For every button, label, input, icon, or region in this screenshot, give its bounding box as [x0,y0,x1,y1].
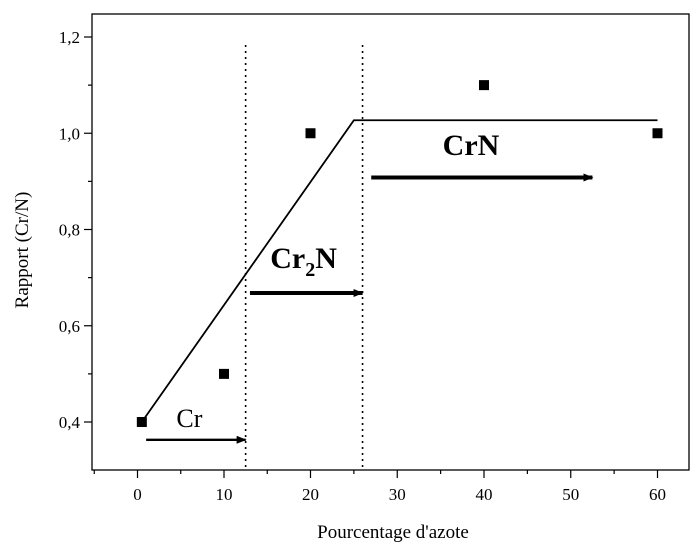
y-tick-label: 0,4 [59,413,81,432]
boundary-lines [244,45,364,470]
axes: 0 10 20 30 40 50 60 0,4 0,6 0,8 1,0 1,2 [59,13,690,504]
data-points [136,80,663,427]
x-tick-label: 40 [476,485,493,504]
region-label-main: CrN [443,129,500,162]
data-point [305,128,316,139]
plot-frame [91,13,690,471]
region-label: Cr2N [270,242,337,281]
region-label-subscript: 2 [305,259,315,281]
x-tick-label: 10 [216,485,233,504]
region-label: Cr [176,404,202,433]
y-axis-title: Rapport (Cr/N) [12,192,33,309]
region-label-main: Cr [176,404,202,433]
data-point [219,368,229,379]
x-axis-title: Pourcentage d'azote [317,522,469,543]
data-point [479,80,489,91]
y-tick-label: 1,0 [59,124,80,143]
y-tick-label: 0,8 [59,221,80,240]
region-label-main: Cr [270,242,305,275]
fit-line [141,119,658,423]
x-tick-label: 0 [133,485,142,504]
data-point [136,417,147,427]
data-point [652,128,663,139]
region-label-suffix: N [315,242,337,275]
x-tick-label: 30 [389,485,406,504]
x-tick-label: 50 [562,485,579,504]
region-label: CrN [443,129,500,162]
fit-line-group [141,119,658,423]
x-tick-label: 20 [302,485,319,504]
y-tick-label: 0,6 [59,317,80,336]
x-tick-label: 60 [649,485,666,504]
axis-labels: Pourcentage d'azote Rapport (Cr/N) [12,192,469,543]
y-tick-label: 1,2 [59,28,80,47]
